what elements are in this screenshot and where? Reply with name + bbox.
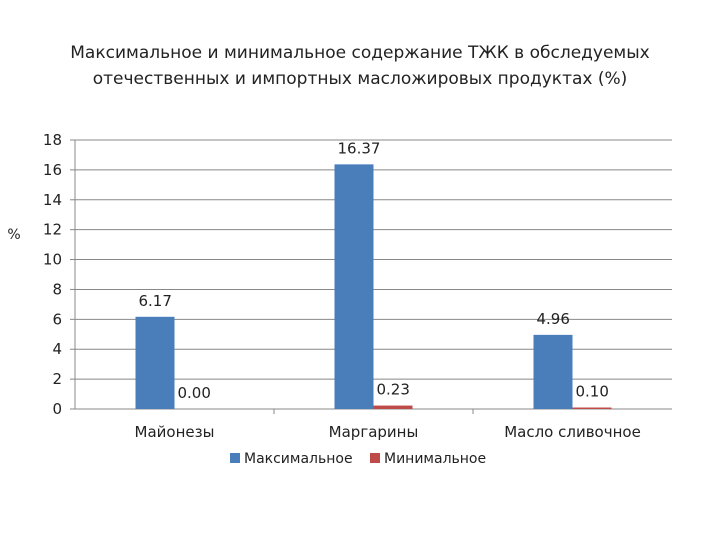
x-tick-label: Маргарины (329, 423, 419, 441)
data-label: 4.96 (537, 310, 570, 328)
legend-swatch (370, 453, 380, 463)
data-label: 6.17 (139, 292, 172, 310)
data-label: 0.23 (377, 381, 410, 399)
y-tick-label: 4 (52, 340, 62, 358)
data-label: 16.37 (338, 139, 381, 157)
chart-title-line-2: отечественных и импортных масложировых п… (92, 69, 628, 89)
bar-min (373, 405, 413, 409)
x-tick-label: Масло сливочное (504, 423, 641, 441)
y-tick-label: 10 (43, 251, 62, 269)
bar-max (334, 164, 374, 409)
y-tick-label: 8 (52, 280, 62, 298)
y-tick-label: 6 (52, 310, 62, 328)
legend-swatch (230, 453, 240, 463)
data-label: 0.00 (178, 384, 211, 402)
y-tick-label: 0 (52, 400, 62, 418)
y-tick-label: 16 (43, 161, 62, 179)
y-tick-label: 2 (52, 370, 62, 388)
y-axis-label: % (7, 227, 20, 243)
y-tick-label: 18 (43, 131, 62, 149)
bar-max (533, 334, 573, 409)
y-tick-label: 12 (43, 221, 62, 239)
data-label: 0.10 (576, 383, 609, 401)
bar-max (135, 316, 175, 409)
legend-entry: Минимальное (384, 451, 486, 467)
chart-title-line-1: Максимальное и минимальное содержание ТЖ… (70, 43, 650, 63)
y-tick-label: 14 (43, 191, 62, 209)
bar-min (572, 407, 612, 409)
legend-entry: Максимальное (244, 451, 353, 467)
x-tick-label: Майонезы (135, 423, 215, 441)
